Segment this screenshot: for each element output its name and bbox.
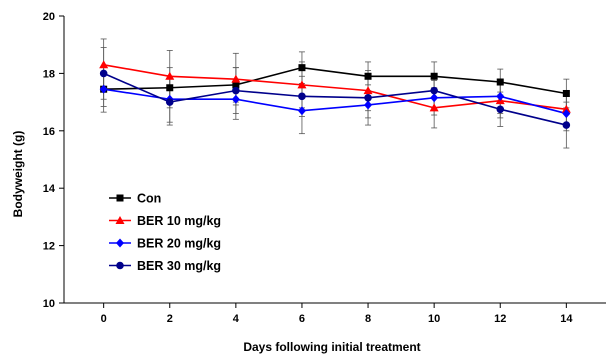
series-line-0 xyxy=(103,66,567,95)
data-point-series-3 xyxy=(496,105,505,114)
data-point-series-3 xyxy=(562,121,571,129)
data-point-series-2 xyxy=(297,106,306,116)
data-point-series-3 xyxy=(99,69,108,78)
x-tick-label: 2 xyxy=(167,313,173,325)
series-line-3 xyxy=(103,72,567,126)
data-point-series-2 xyxy=(562,109,571,119)
legend-marker xyxy=(115,216,125,224)
x-tick-label: 8 xyxy=(365,313,371,325)
data-point-series-2 xyxy=(430,93,439,103)
series-line-1 xyxy=(103,64,567,111)
legend-marker xyxy=(116,261,124,270)
y-tick-label: 16 xyxy=(43,126,55,138)
legend: Con BER 10 mg/kg BER 20 mg/kg BER 30 mg/kg xyxy=(109,192,221,273)
x-tick-label: 10 xyxy=(428,313,440,325)
data-point-series-3 xyxy=(232,86,240,95)
legend-marker xyxy=(116,238,124,248)
data-point-series-0 xyxy=(496,78,504,86)
data-point-series-2 xyxy=(99,84,108,94)
y-tick-label: 10 xyxy=(43,298,55,310)
data-point-series-0 xyxy=(364,72,372,80)
data-point-series-3 xyxy=(165,98,174,106)
data-point-series-0 xyxy=(232,81,240,89)
data-point-series-0 xyxy=(430,72,438,80)
legend-label: BER 30 mg/kg xyxy=(137,259,221,273)
data-point-series-2 xyxy=(364,100,373,110)
series-line-2 xyxy=(103,88,567,115)
data-point-series-1 xyxy=(561,104,571,113)
data-point-series-3 xyxy=(298,92,306,101)
legend-label: Con xyxy=(137,192,161,206)
data-point-series-2 xyxy=(231,94,240,104)
x-tick-label: 0 xyxy=(101,313,107,325)
y-tick-label: 20 xyxy=(43,11,55,23)
legend-label: BER 20 mg/kg xyxy=(137,237,221,251)
x-tick-label: 14 xyxy=(560,313,573,325)
data-point-series-1 xyxy=(231,74,241,83)
data-point-series-1 xyxy=(297,80,307,89)
legend-marker xyxy=(116,194,124,202)
data-point-series-0 xyxy=(562,89,570,97)
x-tick-label: 6 xyxy=(299,313,305,325)
series-markers xyxy=(99,60,571,129)
data-point-series-1 xyxy=(99,60,109,69)
axes: 10 12 14 16 18 20 0 2 4 6 8 10 12 14 xyxy=(43,11,606,325)
x-axis-title: Days following initial treatment xyxy=(243,340,420,354)
data-point-series-3 xyxy=(430,86,438,95)
data-point-series-2 xyxy=(496,91,505,101)
y-tick-label: 12 xyxy=(43,241,55,253)
data-point-series-1 xyxy=(165,71,175,80)
y-tick-label: 18 xyxy=(43,68,55,80)
data-point-series-3 xyxy=(364,93,372,102)
data-point-series-0 xyxy=(166,84,174,92)
series-lines xyxy=(103,64,567,126)
y-tick-label: 14 xyxy=(43,183,56,195)
x-tick-label: 4 xyxy=(233,313,240,325)
y-axis-title: Bodyweight (g) xyxy=(11,131,25,218)
data-point-series-1 xyxy=(363,86,373,95)
data-point-series-0 xyxy=(298,64,306,72)
legend-label: BER 10 mg/kg xyxy=(137,214,221,228)
data-point-series-1 xyxy=(429,103,439,112)
x-tick-label: 12 xyxy=(494,313,506,325)
